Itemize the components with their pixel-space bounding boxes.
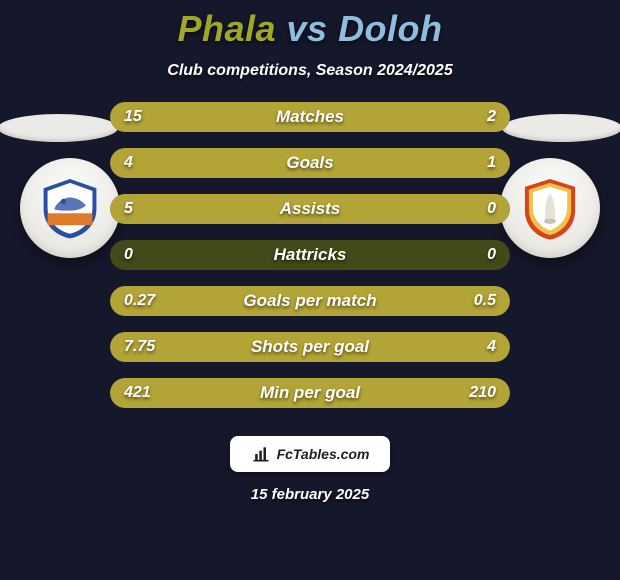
page-title: Phala vs Doloh: [0, 0, 620, 50]
stat-label: Min per goal: [110, 378, 510, 408]
club-crest-left-icon: [37, 175, 103, 241]
stat-value-right: 2: [487, 102, 496, 132]
stat-bars: 15Matches24Goals15Assists00Hattricks00.2…: [110, 102, 510, 408]
stat-label: Matches: [110, 102, 510, 132]
brand-name: FcTables.com: [277, 446, 370, 462]
stat-value-right: 4: [487, 332, 496, 362]
brand-pill[interactable]: FcTables.com: [230, 436, 390, 472]
stat-row: 15Matches2: [110, 102, 510, 132]
stat-label: Assists: [110, 194, 510, 224]
player-right-base: [502, 114, 620, 142]
brand-chart-icon: [251, 444, 271, 464]
title-right: Doloh: [338, 8, 442, 49]
stat-value-right: 210: [469, 378, 496, 408]
club-crest-right: [500, 158, 600, 258]
stat-label: Shots per goal: [110, 332, 510, 362]
comparison-stage: 15Matches24Goals15Assists00Hattricks00.2…: [0, 102, 620, 408]
stat-row: 4Goals1: [110, 148, 510, 178]
stat-value-right: 0.5: [474, 286, 496, 316]
stat-value-right: 0: [487, 194, 496, 224]
stat-row: 421Min per goal210: [110, 378, 510, 408]
stat-label: Goals per match: [110, 286, 510, 316]
stat-value-right: 0: [487, 240, 496, 270]
title-vs: vs: [287, 8, 339, 49]
stat-label: Goals: [110, 148, 510, 178]
footer-date: 15 february 2025: [0, 486, 620, 503]
stat-row: 0Hattricks0: [110, 240, 510, 270]
title-left: Phala: [177, 8, 276, 49]
stat-label: Hattricks: [110, 240, 510, 270]
player-left-base: [0, 114, 118, 142]
club-crest-right-icon: [517, 175, 583, 241]
subtitle: Club competitions, Season 2024/2025: [0, 62, 620, 80]
stat-value-right: 1: [487, 148, 496, 178]
stat-row: 0.27Goals per match0.5: [110, 286, 510, 316]
stat-row: 5Assists0: [110, 194, 510, 224]
club-crest-left: [20, 158, 120, 258]
stat-row: 7.75Shots per goal4: [110, 332, 510, 362]
